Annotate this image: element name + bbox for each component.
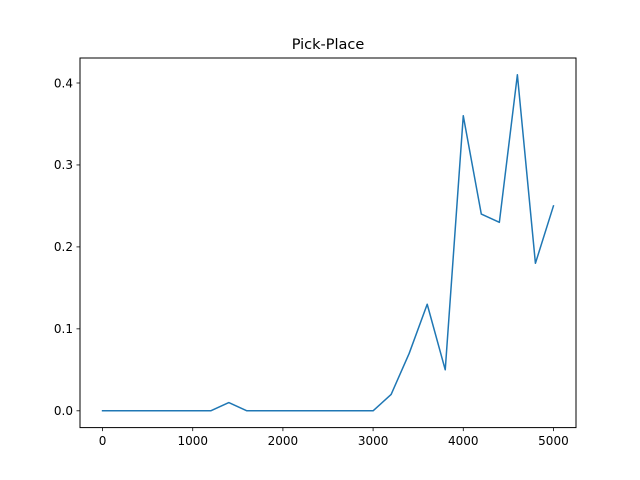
data-point: [300, 410, 302, 412]
y-tick-label: 0.4: [54, 76, 73, 90]
data-point: [553, 205, 555, 207]
x-tick-label: 3000: [358, 434, 389, 448]
data-point: [264, 410, 266, 412]
data-point: [499, 222, 501, 224]
data-point: [463, 115, 465, 117]
data-point: [372, 410, 374, 412]
data-point: [192, 410, 194, 412]
data-point: [174, 410, 176, 412]
series-line: [101, 74, 555, 412]
data-point: [246, 410, 248, 412]
data-point: [156, 410, 158, 412]
data-point: [517, 74, 519, 76]
x-tick-label: 0: [99, 434, 107, 448]
x-tick-label: 5000: [538, 434, 569, 448]
data-point: [282, 410, 284, 412]
plot-area: 0 1000 2000 3000 4000 5000 0.0 0.1 0.2 0.3 0.4: [54, 74, 569, 448]
x-tick-label: 1000: [177, 434, 208, 448]
x-tick-label: 4000: [448, 434, 479, 448]
data-point: [408, 353, 410, 355]
chart-title: Pick-Place: [292, 37, 365, 53]
x-tick-label: 2000: [268, 434, 299, 448]
y-tick-label: 0.0: [54, 404, 73, 418]
data-point: [535, 263, 537, 265]
data-point: [102, 410, 104, 412]
y-tick-label: 0.3: [54, 158, 73, 172]
data-point: [210, 410, 212, 412]
data-point: [426, 304, 428, 306]
data-point: [138, 410, 140, 412]
data-point: [228, 402, 230, 404]
data-point: [354, 410, 356, 412]
y-tick-label: 0.2: [54, 240, 73, 254]
y-tick-label: 0.1: [54, 322, 73, 336]
data-point: [481, 213, 483, 215]
data-point: [444, 369, 446, 371]
axes-frame: [79, 57, 577, 429]
data-point: [318, 410, 320, 412]
data-point: [390, 394, 392, 396]
data-point: [120, 410, 122, 412]
data-point: [336, 410, 338, 412]
